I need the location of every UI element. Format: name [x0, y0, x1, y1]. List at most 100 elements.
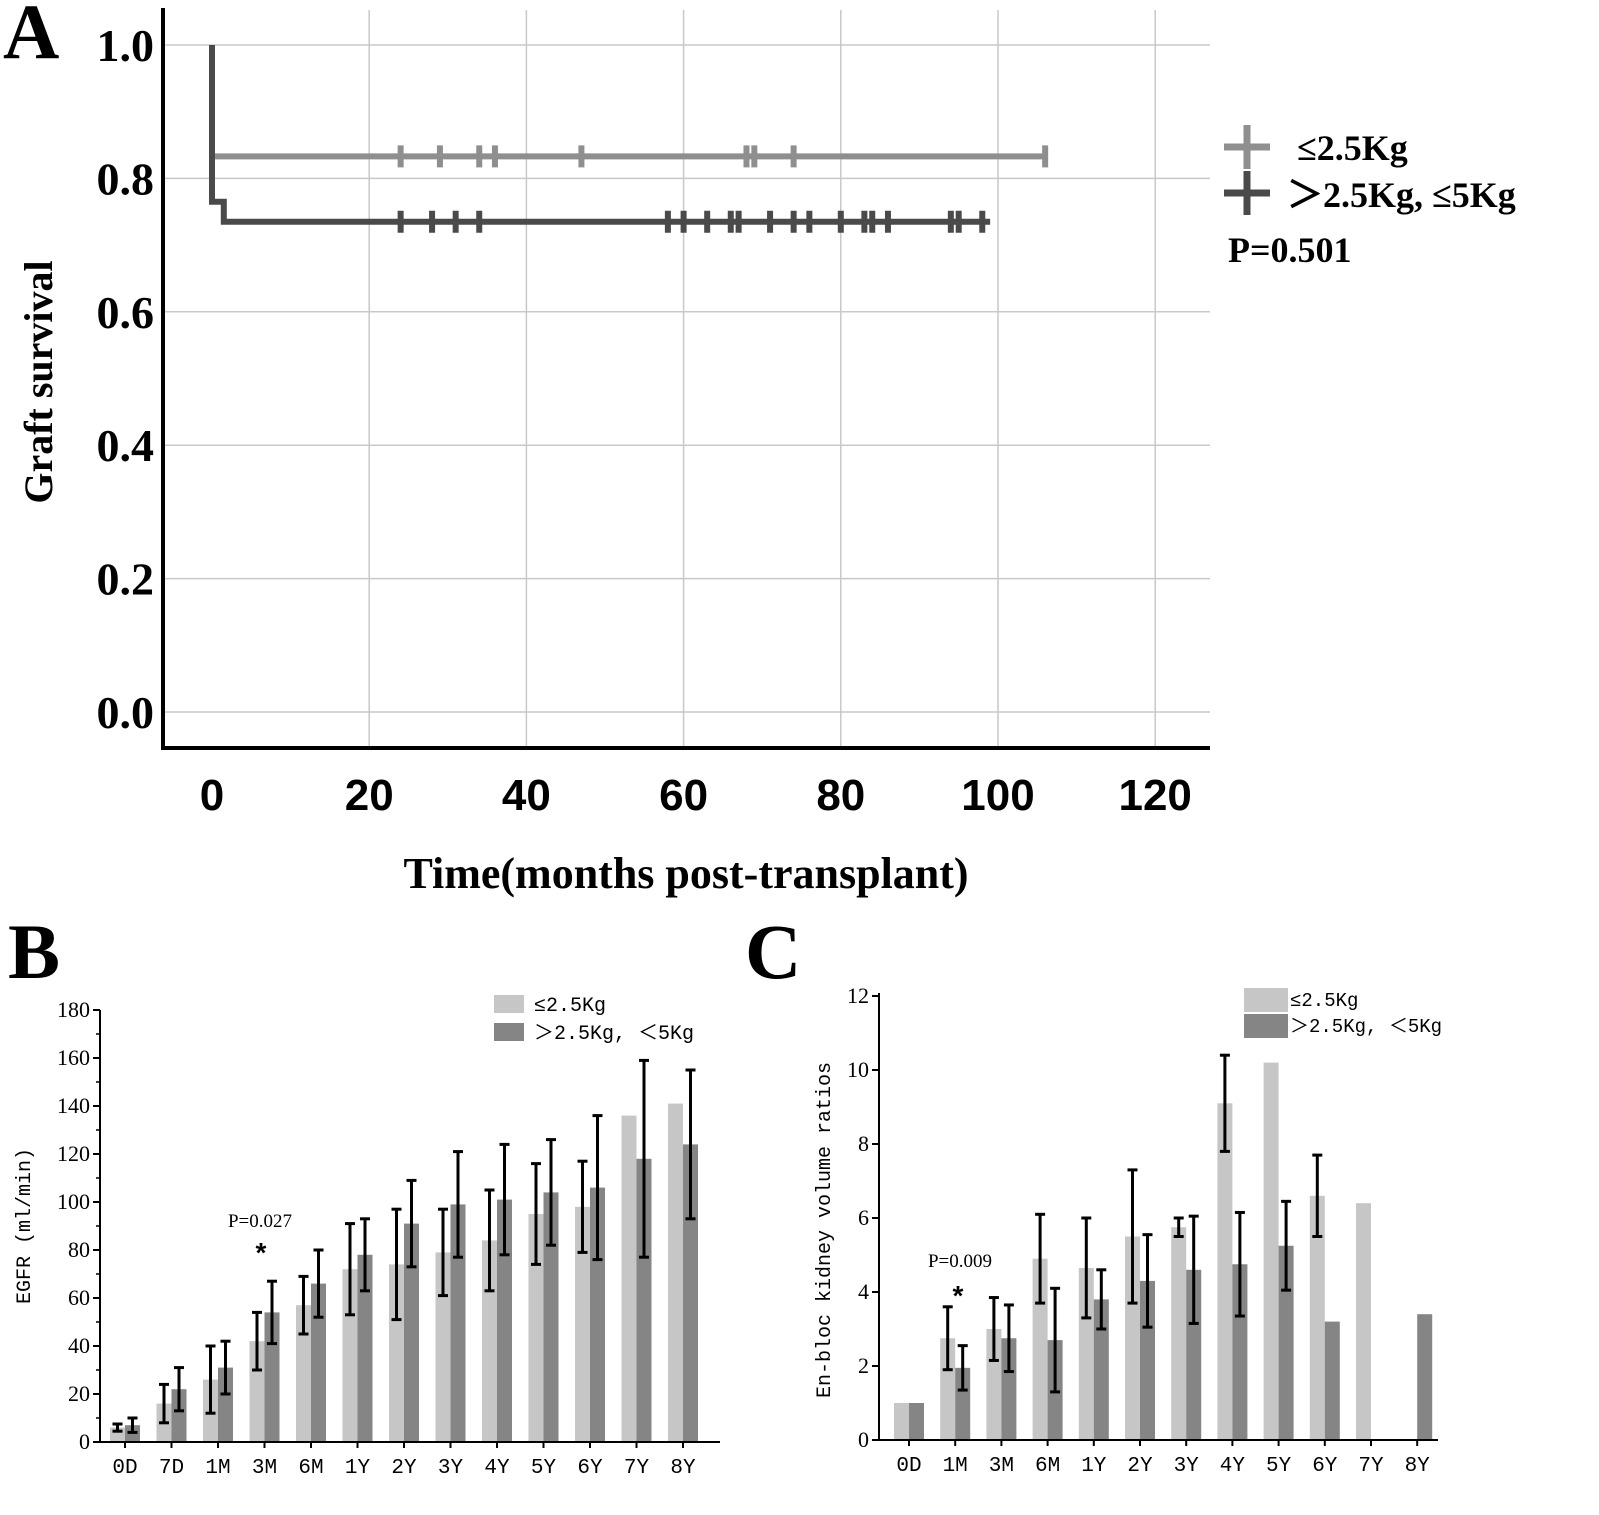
- error-bar-series-1-3Y: [438, 1207, 448, 1298]
- p-value-annotation: P=0.501: [1228, 230, 1352, 270]
- bar-series-1-1M: [940, 1338, 956, 1440]
- bar-series-2-1Y: [357, 1254, 373, 1442]
- y-tick-label: 80: [68, 1237, 90, 1262]
- x-tick-label: 20: [345, 771, 394, 820]
- error-bar-series-2-1M: [957, 1344, 968, 1392]
- x-tick-label: 6M: [1035, 1455, 1060, 1478]
- error-bar-series-1-3M: [252, 1310, 262, 1372]
- x-tick-label: 1M: [205, 1457, 230, 1480]
- x-tick-label: 1M: [943, 1455, 968, 1478]
- x-tick-label: 5Y: [531, 1457, 557, 1480]
- y-tick-label: 120: [57, 1141, 90, 1166]
- panel-c-legend: ≤2.5Kg ＞2.5Kg, ＜5Kg: [1244, 988, 1442, 1038]
- y-tick-label: 1.0: [97, 20, 155, 71]
- legend-marker-series-2: [1224, 171, 1270, 215]
- legend-swatch-series-1: [1244, 988, 1288, 1012]
- y-tick-label: 0.6: [97, 287, 155, 338]
- bar-series-1-8Y: [668, 1103, 683, 1442]
- legend-label-series-1: ≤2.5Kg: [534, 995, 606, 1018]
- x-tick-label: 7D: [159, 1457, 184, 1480]
- error-bar-series-2-4Y: [1234, 1210, 1245, 1318]
- error-bar-series-1-1Y: [345, 1222, 355, 1317]
- bar-series-2-5Y: [1278, 1245, 1294, 1440]
- bar-series-2-1M: [955, 1367, 971, 1440]
- bar-series-2-2Y: [1140, 1280, 1155, 1440]
- bar-series-1-7Y: [621, 1115, 637, 1442]
- survival-curve-series-1: [209, 45, 1046, 160]
- panel-c-x-tick-labels: 0D 1M 3M 6M 1Y 2Y 3Y 4Y 5Y 6Y 7Y 8Y: [896, 1440, 1430, 1478]
- bar-series-1-1Y: [1078, 1267, 1094, 1440]
- y-tick-label: 140: [57, 1093, 90, 1118]
- error-bar-series-2-6M: [1050, 1286, 1061, 1394]
- bar-series-1-7Y: [1356, 1203, 1371, 1440]
- error-bar-series-1-5Y: [531, 1162, 541, 1266]
- panel-a-axes: [161, 8, 1210, 750]
- error-bar-series-2-4Y: [499, 1142, 510, 1257]
- error-bar-series-1-2Y: [391, 1207, 402, 1322]
- error-bar-series-2-1M: [220, 1339, 231, 1396]
- legend-label-series-1: ≤2.5Kg: [1290, 990, 1358, 1012]
- bar-series-2-3M: [1001, 1338, 1017, 1440]
- panel-a-plot: [209, 45, 1049, 233]
- panel-c-p-value: P=0.009: [928, 1251, 992, 1272]
- x-tick-label: 3M: [989, 1455, 1014, 1478]
- panel-c-significance-marker: *: [953, 1280, 964, 1311]
- error-bar-series-2-1Y: [360, 1217, 370, 1293]
- panel-c-y-tick-labels: 0 2 4 6 8 10 12: [847, 983, 879, 1452]
- bar-series-2-6Y: [1324, 1321, 1340, 1440]
- x-tick-label: 1Y: [345, 1457, 371, 1480]
- error-bar-series-2-8Y: [685, 1068, 696, 1221]
- x-tick-label: 7Y: [1358, 1455, 1384, 1478]
- panel-a-y-axis-label: Graft survival: [16, 260, 61, 503]
- y-tick-label: 0: [858, 1427, 869, 1452]
- legend-swatch-series-1: [494, 995, 524, 1013]
- y-tick-label: 4: [858, 1279, 869, 1304]
- error-bar-series-1-6M: [298, 1274, 309, 1336]
- y-tick-label: 60: [68, 1285, 90, 1310]
- y-tick-label: 6: [858, 1205, 869, 1230]
- error-bar-series-2-7Y: [639, 1058, 649, 1259]
- panel-a-letter: A: [3, 0, 59, 75]
- error-bar-series-1-3Y: [1173, 1216, 1184, 1238]
- legend-marker-series-1: [1224, 125, 1270, 169]
- bar-series-1-3Y: [1171, 1227, 1187, 1440]
- bar-series-2-4Y: [497, 1199, 512, 1442]
- error-bar-series-2-6M: [313, 1248, 324, 1319]
- error-bar-series-1-2Y: [1127, 1168, 1138, 1305]
- bar-series-1-5Y: [528, 1214, 544, 1442]
- bar-series-2-6M: [311, 1283, 326, 1442]
- error-bar-series-1-6Y: [1312, 1153, 1323, 1238]
- y-tick-label: 2: [858, 1353, 869, 1378]
- error-bar-series-2-5Y: [1281, 1199, 1292, 1292]
- bar-series-1-6Y: [1309, 1195, 1325, 1440]
- bar-series-2-8Y: [1417, 1314, 1433, 1440]
- error-bar-series-2-3M: [267, 1279, 277, 1346]
- error-bar-series-2-3Y: [453, 1150, 463, 1259]
- y-tick-label: 0.4: [97, 420, 155, 471]
- x-tick-label: 6Y: [1312, 1455, 1338, 1478]
- x-tick-label: 3M: [252, 1457, 277, 1480]
- y-tick-label: 20: [68, 1381, 90, 1406]
- panel-c-letter: C: [745, 908, 801, 995]
- bar-series-1-3Y: [435, 1252, 451, 1442]
- error-bar-series-1-0D: [112, 1422, 123, 1433]
- error-bar-series-1-3M: [988, 1296, 999, 1362]
- bar-series-1-5Y: [1263, 1062, 1279, 1440]
- bar-series-1-2Y: [389, 1264, 404, 1442]
- bar-series-2-7Y: [636, 1158, 652, 1442]
- panel-b-plot: [110, 1058, 698, 1442]
- error-bar-series-2-5Y: [546, 1138, 556, 1247]
- x-tick-label: 0D: [112, 1457, 137, 1480]
- bar-series-1-3M: [249, 1341, 265, 1442]
- x-tick-label: 4Y: [1220, 1455, 1246, 1478]
- panel-c-plot: [894, 1053, 1433, 1440]
- panel-b-x-tick-labels: 0D 7D 1M 3M 6M 1Y 2Y 3Y 4Y 5Y 6Y 7Y 8Y: [112, 1442, 696, 1480]
- bar-series-2-6Y: [590, 1187, 605, 1442]
- error-bar-series-2-6Y: [592, 1114, 603, 1262]
- panel-a-survival-chart: A 0.0 0.2 0.4 0.6 0.8 1.0 0 20 40 60 80 100 120 Gra…: [3, 0, 1516, 898]
- bar-series-1-1Y: [342, 1269, 358, 1442]
- bar-series-2-2Y: [404, 1223, 419, 1442]
- x-tick-label: 4Y: [484, 1457, 510, 1480]
- panel-b-y-axis-label: EGFR (ml/min): [14, 1148, 37, 1304]
- x-tick-label: 3Y: [438, 1457, 464, 1480]
